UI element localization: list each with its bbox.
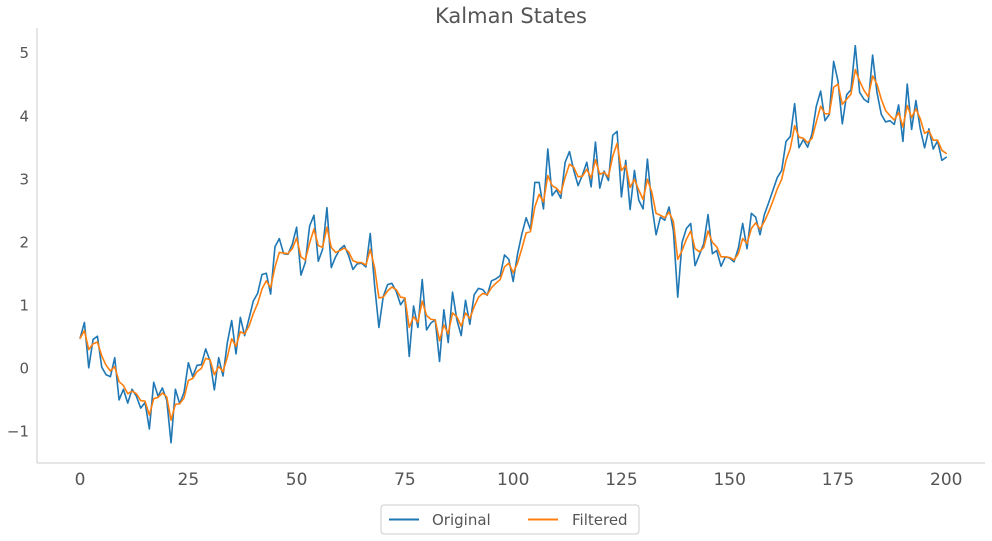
series-lines [79,44,948,444]
legend-label-original: Original [432,511,491,529]
y-tick-label: −1 [7,422,29,440]
y-tick-label: 5 [19,44,29,62]
x-tick-label: 50 [286,470,308,490]
y-tick-label: 1 [19,296,29,314]
y-tick-label: 4 [19,107,29,125]
x-tick-label: 150 [713,470,745,490]
chart-title: Kalman States [435,4,587,28]
x-tick-label: 75 [394,470,416,490]
x-tick-label: 0 [75,470,86,490]
series-line-filtered [79,68,948,421]
y-tick-label: 2 [19,233,29,251]
legend-label-filtered: Filtered [572,511,628,529]
axes: 0 25 50 75 100 125 150 175 200 −1 0 1 2 3 4 5 [7,28,985,490]
legend: Original Filtered [380,504,640,535]
x-tick-label: 200 [930,470,962,490]
x-tick-label: 175 [822,470,854,490]
y-tick-label: 0 [19,359,29,377]
series-line-original [79,44,948,444]
x-tick-label: 125 [605,470,637,490]
legend-box [380,504,640,535]
x-tick-label: 25 [178,470,200,490]
x-tick-label: 100 [497,470,529,490]
y-tick-label: 3 [19,170,29,188]
